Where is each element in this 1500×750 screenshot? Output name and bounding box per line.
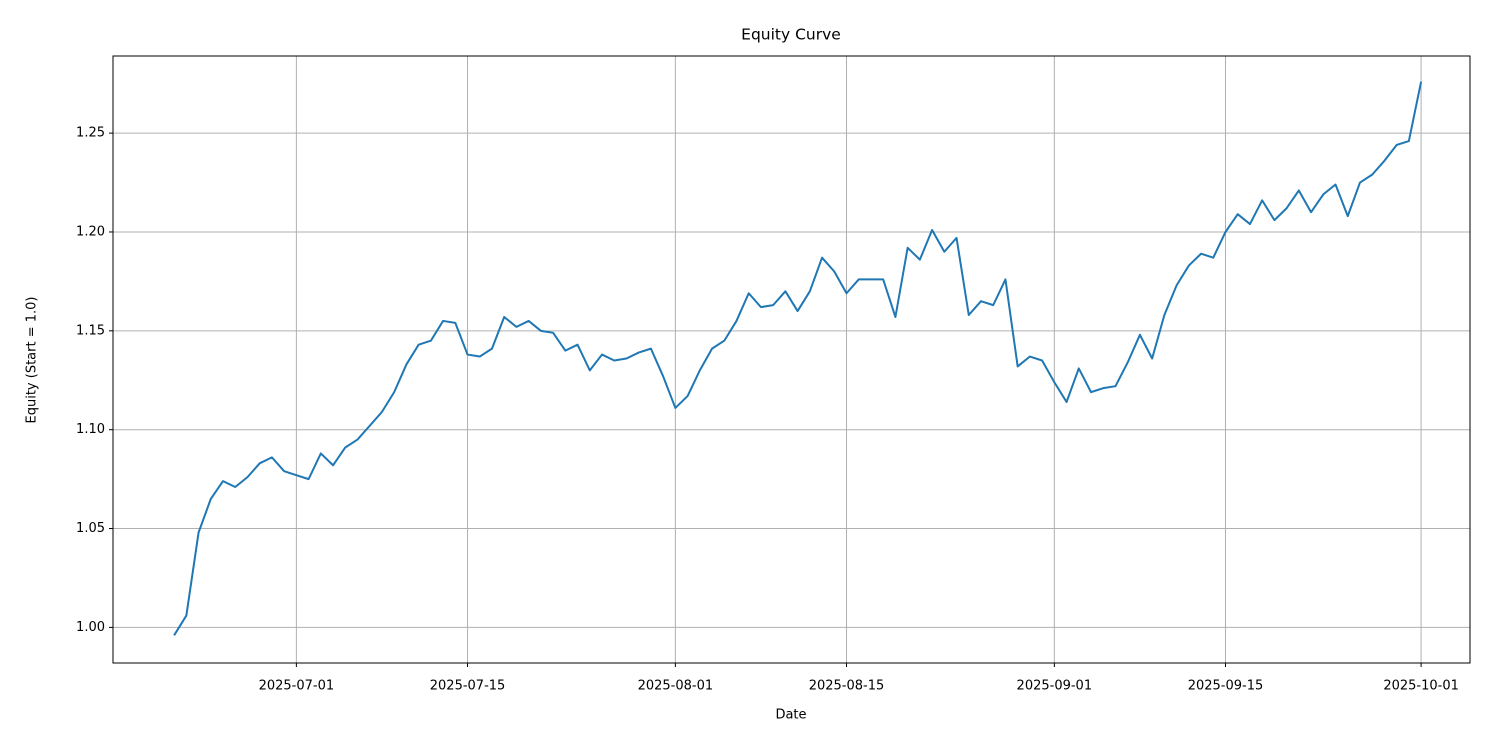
- x-tick-label: 2025-07-15: [430, 679, 506, 694]
- equity-line: [173, 81, 1423, 636]
- x-tick-label: 2025-07-01: [259, 679, 335, 694]
- y-axis-label: Equity (Start = 1.0): [25, 297, 40, 424]
- y-tick-label: 1.05: [76, 521, 105, 536]
- x-tick-label: 2025-10-01: [1383, 679, 1459, 694]
- x-axis-label: Date: [775, 708, 806, 723]
- y-tick-label: 1.15: [76, 323, 105, 338]
- y-tick-label: 1.10: [76, 422, 105, 437]
- x-tick-label: 2025-09-15: [1188, 679, 1264, 694]
- x-tick-label: 2025-09-01: [1017, 679, 1093, 694]
- x-tick-label: 2025-08-15: [809, 679, 885, 694]
- plot-frame: [112, 55, 1471, 664]
- y-tick-label: 1.25: [76, 126, 105, 141]
- chart-title: Equity Curve: [741, 26, 841, 44]
- y-tick-label: 1.20: [76, 224, 105, 239]
- grid: [113, 56, 1470, 663]
- y-tick-label: 1.00: [76, 620, 105, 635]
- plot-area: [173, 81, 1423, 636]
- x-tick-label: 2025-08-01: [638, 679, 714, 694]
